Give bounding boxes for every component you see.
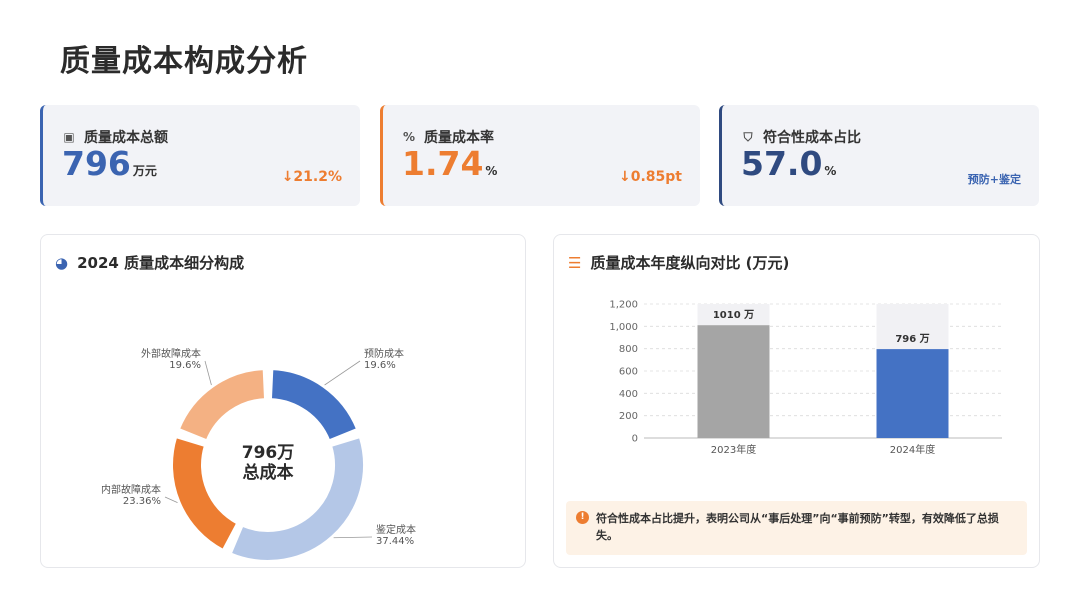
donut-slice <box>178 368 267 442</box>
kpi-label: 质量成本总额 <box>84 130 168 146</box>
y-tick-label: 600 <box>619 367 638 378</box>
y-tick-label: 400 <box>619 389 638 400</box>
donut-center-label: 总成本 <box>243 462 294 483</box>
bar-value-label: 796 万 <box>895 333 929 345</box>
kpi-tag: 预防+鉴定 <box>967 173 1021 186</box>
kpi-unit: % <box>485 164 498 178</box>
donut-chart: 预防成本19.6%鉴定成本37.44%内部故障成本23.36%外部故障成本19.… <box>101 347 416 562</box>
kpi-value: 796 <box>62 144 131 183</box>
kpi-change: ↓21.2% <box>281 169 342 185</box>
donut-slice <box>269 368 358 442</box>
donut-slice-percent: 37.44% <box>376 536 414 547</box>
bar-chart: 0 200 400 600 800 1,000 1,200 1010 万 2023年度 796 … <box>609 300 1002 456</box>
y-tick-label: 0 <box>632 434 638 445</box>
page-title: 质量成本构成分析 <box>60 44 308 79</box>
info-icon: ! <box>576 511 589 524</box>
donut-leader-line <box>204 360 212 386</box>
y-tick-label: 200 <box>619 411 638 422</box>
donut-slice-label: 预防成本 <box>364 347 404 360</box>
money-icon: ▣ <box>63 130 75 144</box>
bar-panel: ☰ 质量成本年度纵向对比 (万元) 0 200 400 600 800 1,000 1,200… <box>553 234 1040 568</box>
donut-slice-percent: 19.6% <box>364 360 396 371</box>
donut-center-value: 796万 <box>242 443 295 463</box>
bar-chart-icon: ☰ <box>568 253 582 272</box>
donut-leader-line <box>333 536 373 539</box>
panel-title: 质量成本年度纵向对比 (万元) <box>590 254 790 272</box>
kpi-unit: 万元 <box>132 164 157 178</box>
donut-slice-label: 外部故障成本 <box>141 347 201 360</box>
shield-icon: ⛉ <box>743 129 753 144</box>
donut-panel: ◕ 2024 质量成本细分构成 预防成本 19.6% 鉴定成本 37.44% 内部故障成本… <box>40 234 526 568</box>
pie-chart-icon: ◕ <box>55 253 69 272</box>
bar-value-label: 1010 万 <box>713 309 754 321</box>
donut-slice-label: 内部故障成本 <box>101 483 161 496</box>
kpi-label: 质量成本率 <box>424 130 494 146</box>
percent-icon: % <box>402 130 416 144</box>
kpi-card-conformance-share: ⛉ 符合性成本占比 57.0% 预防+鉴定 <box>719 105 1039 206</box>
donut-slice-label: 鉴定成本 <box>376 523 416 536</box>
insight-note: ! 符合性成本占比提升，表明公司从“事后处理”向“事前预防”转型，有效降低了总损… <box>566 501 1027 555</box>
panel-title: 2024 质量成本细分构成 <box>77 254 245 272</box>
donut-slice <box>229 436 365 562</box>
kpi-value: 1.74 <box>402 144 484 183</box>
kpi-card-cost-rate: % 质量成本率 1.74% ↓0.85pt <box>380 105 700 206</box>
kpi-change: ↓0.85pt <box>619 169 682 185</box>
donut-slice <box>171 436 239 551</box>
note-text: 符合性成本占比提升，表明公司从“事后处理”向“事前预防”转型，有效降低了总损失。 <box>596 512 999 542</box>
kpi-unit: % <box>824 164 837 178</box>
kpi-card-total-cost: ▣ 质量成本总额 796 万元 ↓21.2% <box>40 105 360 206</box>
donut-leader-line <box>164 496 178 504</box>
donut-leader-line <box>324 360 361 386</box>
x-tick-label: 2023年度 <box>711 443 756 456</box>
y-tick-label: 1,200 <box>609 300 638 311</box>
bar <box>697 325 770 438</box>
y-tick-label: 1,000 <box>609 322 638 333</box>
bar <box>876 349 949 438</box>
x-tick-label: 2024年度 <box>890 443 935 456</box>
donut-slice-percent: 23.36% <box>123 496 161 507</box>
kpi-value: 57.0 <box>741 144 823 183</box>
donut-slice-percent: 19.6% <box>169 360 201 371</box>
y-tick-label: 800 <box>619 344 638 355</box>
kpi-label: 符合性成本占比 <box>763 130 861 146</box>
